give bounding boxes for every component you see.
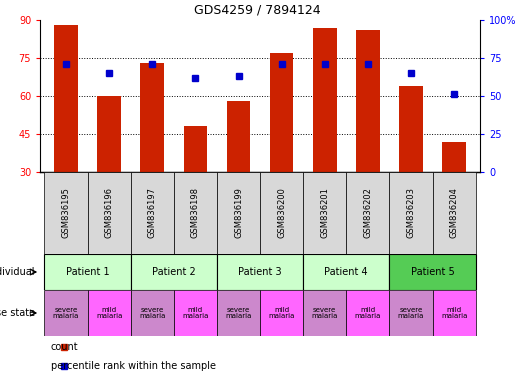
Bar <box>346 290 389 336</box>
Bar <box>433 290 476 336</box>
Bar <box>227 101 250 172</box>
Text: severe
malaria: severe malaria <box>226 306 252 319</box>
Bar <box>270 53 294 172</box>
Text: count: count <box>50 342 78 352</box>
Bar <box>260 172 303 254</box>
Text: mild
malaria: mild malaria <box>441 306 467 319</box>
Bar <box>131 172 174 254</box>
Text: mild
malaria: mild malaria <box>355 306 381 319</box>
Bar <box>44 254 131 290</box>
Bar <box>174 172 217 254</box>
Bar <box>183 126 207 172</box>
Text: GDS4259 / 7894124: GDS4259 / 7894124 <box>194 3 321 17</box>
Text: GSM836196: GSM836196 <box>105 187 114 238</box>
Text: GSM836200: GSM836200 <box>277 187 286 238</box>
Bar <box>303 172 346 254</box>
Text: GSM836199: GSM836199 <box>234 187 243 238</box>
Text: percentile rank within the sample: percentile rank within the sample <box>50 361 216 371</box>
Bar <box>217 254 303 290</box>
Bar <box>44 290 88 336</box>
Text: severe
malaria: severe malaria <box>53 306 79 319</box>
Bar <box>346 172 389 254</box>
Text: mild
malaria: mild malaria <box>268 306 295 319</box>
Bar <box>88 290 131 336</box>
Bar <box>131 290 174 336</box>
Text: GSM836201: GSM836201 <box>320 187 329 238</box>
Bar <box>260 290 303 336</box>
Bar <box>88 172 131 254</box>
Bar <box>217 172 260 254</box>
Bar <box>54 25 78 172</box>
Text: Patient 1: Patient 1 <box>66 267 109 277</box>
Text: severe
malaria: severe malaria <box>398 306 424 319</box>
Bar <box>442 142 466 172</box>
Text: GSM836195: GSM836195 <box>61 187 71 238</box>
Bar <box>131 254 217 290</box>
Bar <box>97 96 121 172</box>
Text: mild
malaria: mild malaria <box>96 306 123 319</box>
Bar <box>217 290 260 336</box>
Text: GSM836197: GSM836197 <box>148 187 157 238</box>
Bar <box>44 172 88 254</box>
Text: severe
malaria: severe malaria <box>312 306 338 319</box>
Bar <box>389 290 433 336</box>
Bar <box>433 172 476 254</box>
Text: severe
malaria: severe malaria <box>139 306 165 319</box>
Bar <box>174 290 217 336</box>
Text: GSM836198: GSM836198 <box>191 187 200 238</box>
Bar <box>303 254 389 290</box>
Text: Patient 3: Patient 3 <box>238 267 282 277</box>
Text: GSM836203: GSM836203 <box>406 187 416 238</box>
Text: individual: individual <box>0 267 35 277</box>
Text: GSM836202: GSM836202 <box>364 187 372 238</box>
Bar <box>389 172 433 254</box>
Text: mild
malaria: mild malaria <box>182 306 209 319</box>
Bar <box>313 28 337 172</box>
Bar <box>141 63 164 172</box>
Text: disease state: disease state <box>0 308 35 318</box>
Text: Patient 4: Patient 4 <box>324 267 368 277</box>
Text: GSM836204: GSM836204 <box>450 187 459 238</box>
Text: Patient 5: Patient 5 <box>410 267 454 277</box>
Bar <box>303 290 346 336</box>
Bar <box>356 30 380 172</box>
Bar <box>389 254 476 290</box>
Bar <box>399 86 423 172</box>
Text: Patient 2: Patient 2 <box>152 267 196 277</box>
